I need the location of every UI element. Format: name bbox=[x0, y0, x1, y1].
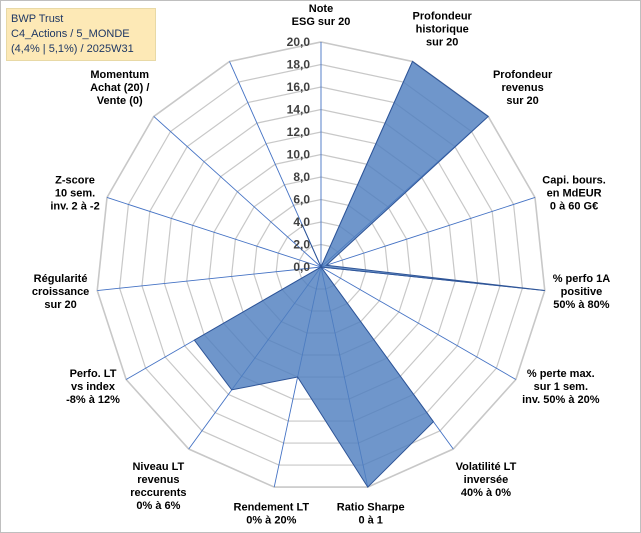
axis-label-10-line-2: -8% à 12% bbox=[66, 394, 120, 406]
axis-label-5-line-0: % perte max. bbox=[527, 368, 595, 380]
spoke-3 bbox=[320, 197, 536, 268]
axis-label-2-line-2: sur 20 bbox=[506, 95, 538, 107]
tick-label-6: 12,0 bbox=[287, 125, 311, 139]
axis-label-6-line-2: 40% à 0% bbox=[461, 487, 511, 499]
axis-label-1-line-0: Profondeur bbox=[413, 10, 473, 22]
spoke-13 bbox=[153, 116, 322, 268]
spoke-5 bbox=[320, 266, 517, 380]
tick-label-7: 14,0 bbox=[287, 103, 311, 117]
tick-label-1: 2,0 bbox=[293, 238, 310, 252]
spoke-11 bbox=[97, 266, 322, 291]
axis-label-9-line-0: Niveau LT bbox=[133, 461, 185, 473]
axis-label-7-line-0: Ratio Sharpe bbox=[337, 502, 405, 514]
tick-label-0: 0,0 bbox=[293, 260, 310, 274]
axis-label-13-line-1: Achat (20) / bbox=[90, 82, 149, 94]
axis-label-4-line-0: % perfo 1A bbox=[553, 273, 611, 285]
grid-ring-7 bbox=[163, 108, 479, 422]
info-line-3: (4,4% | 5,1%) / 2025W31 bbox=[11, 43, 134, 55]
info-box: BWP Trust C4_Actions / 5_MONDE (4,4% | 5… bbox=[6, 8, 156, 61]
axis-label-3-line-0: Capi. bours. bbox=[542, 174, 606, 186]
axis-label-13-line-2: Vente (0) bbox=[97, 95, 143, 107]
axis-label-11-line-1: croissance bbox=[32, 286, 89, 298]
axis-label-0-line-1: ESG sur 20 bbox=[292, 16, 351, 28]
axis-label-0-line-0: Note bbox=[309, 3, 333, 15]
radar-tick-labels: 0,0 2,0 4,0 6,0 8,0 10,0 12,0 14,0 16,0 18,0 20,0 bbox=[287, 35, 311, 274]
axis-label-12-line-1: 10 sem. bbox=[55, 187, 95, 199]
axis-label-13-line-0: Momentum bbox=[90, 69, 149, 81]
tick-label-5: 10,0 bbox=[287, 148, 311, 162]
axis-label-3-line-1: en MdEUR bbox=[547, 187, 602, 199]
axis-label-2-line-1: revenus bbox=[502, 82, 544, 94]
axis-label-9-line-3: 0% à 6% bbox=[136, 500, 180, 512]
axis-label-8: Rendement LT0% à 20% bbox=[234, 502, 310, 527]
axis-label-9-line-1: revenus bbox=[137, 474, 179, 486]
axis-label-12-line-2: inv. 2 à -2 bbox=[50, 200, 99, 212]
axis-label-6-line-0: Volatilité LT bbox=[456, 461, 517, 473]
axis-label-1-line-1: historique bbox=[416, 23, 469, 35]
axis-label-6-line-1: inversée bbox=[464, 474, 509, 486]
axis-label-5-line-1: sur 1 sem. bbox=[534, 381, 588, 393]
info-line-2: C4_Actions / 5_MONDE bbox=[11, 28, 130, 40]
radar-series bbox=[193, 60, 545, 488]
axis-label-5: % perte max.sur 1 sem.inv. 50% à 20% bbox=[522, 368, 600, 406]
axis-label-4-line-1: positive bbox=[561, 286, 603, 298]
axis-label-12-line-0: Z-score bbox=[55, 174, 95, 186]
grid-ring-8 bbox=[141, 86, 501, 444]
tick-label-8: 16,0 bbox=[287, 80, 311, 94]
info-line-1: BWP Trust bbox=[11, 13, 64, 25]
spoke-12 bbox=[106, 197, 322, 268]
grid-ring-9 bbox=[118, 63, 524, 466]
axis-label-3-line-2: 0 à 60 G€ bbox=[550, 200, 598, 212]
axis-label-10-line-1: vs index bbox=[71, 381, 116, 393]
axis-label-10-line-0: Perfo. LT bbox=[70, 368, 117, 380]
tick-label-3: 6,0 bbox=[293, 193, 310, 207]
axis-label-5-line-2: inv. 50% à 20% bbox=[522, 394, 600, 406]
axis-label-11-line-2: sur 20 bbox=[44, 299, 76, 311]
tick-label-9: 18,0 bbox=[287, 58, 311, 72]
grid-ring-10 bbox=[96, 41, 546, 488]
axis-label-8-line-1: 0% à 20% bbox=[246, 515, 296, 527]
axis-label-4-line-2: 50% à 80% bbox=[553, 299, 609, 311]
axis-label-8-line-0: Rendement LT bbox=[234, 502, 310, 514]
axis-label-2-line-0: Profondeur bbox=[493, 69, 553, 81]
axis-label-11-line-0: Régularité bbox=[34, 273, 88, 285]
tick-label-10: 20,0 bbox=[287, 35, 311, 49]
series-area bbox=[193, 60, 545, 488]
axis-label-9-line-2: reccurents bbox=[130, 487, 186, 499]
tick-label-4: 8,0 bbox=[293, 170, 310, 184]
axis-label-7-line-1: 0 à 1 bbox=[358, 515, 382, 527]
axis-label-1-line-2: sur 20 bbox=[426, 36, 458, 48]
tick-label-2: 4,0 bbox=[293, 215, 310, 229]
